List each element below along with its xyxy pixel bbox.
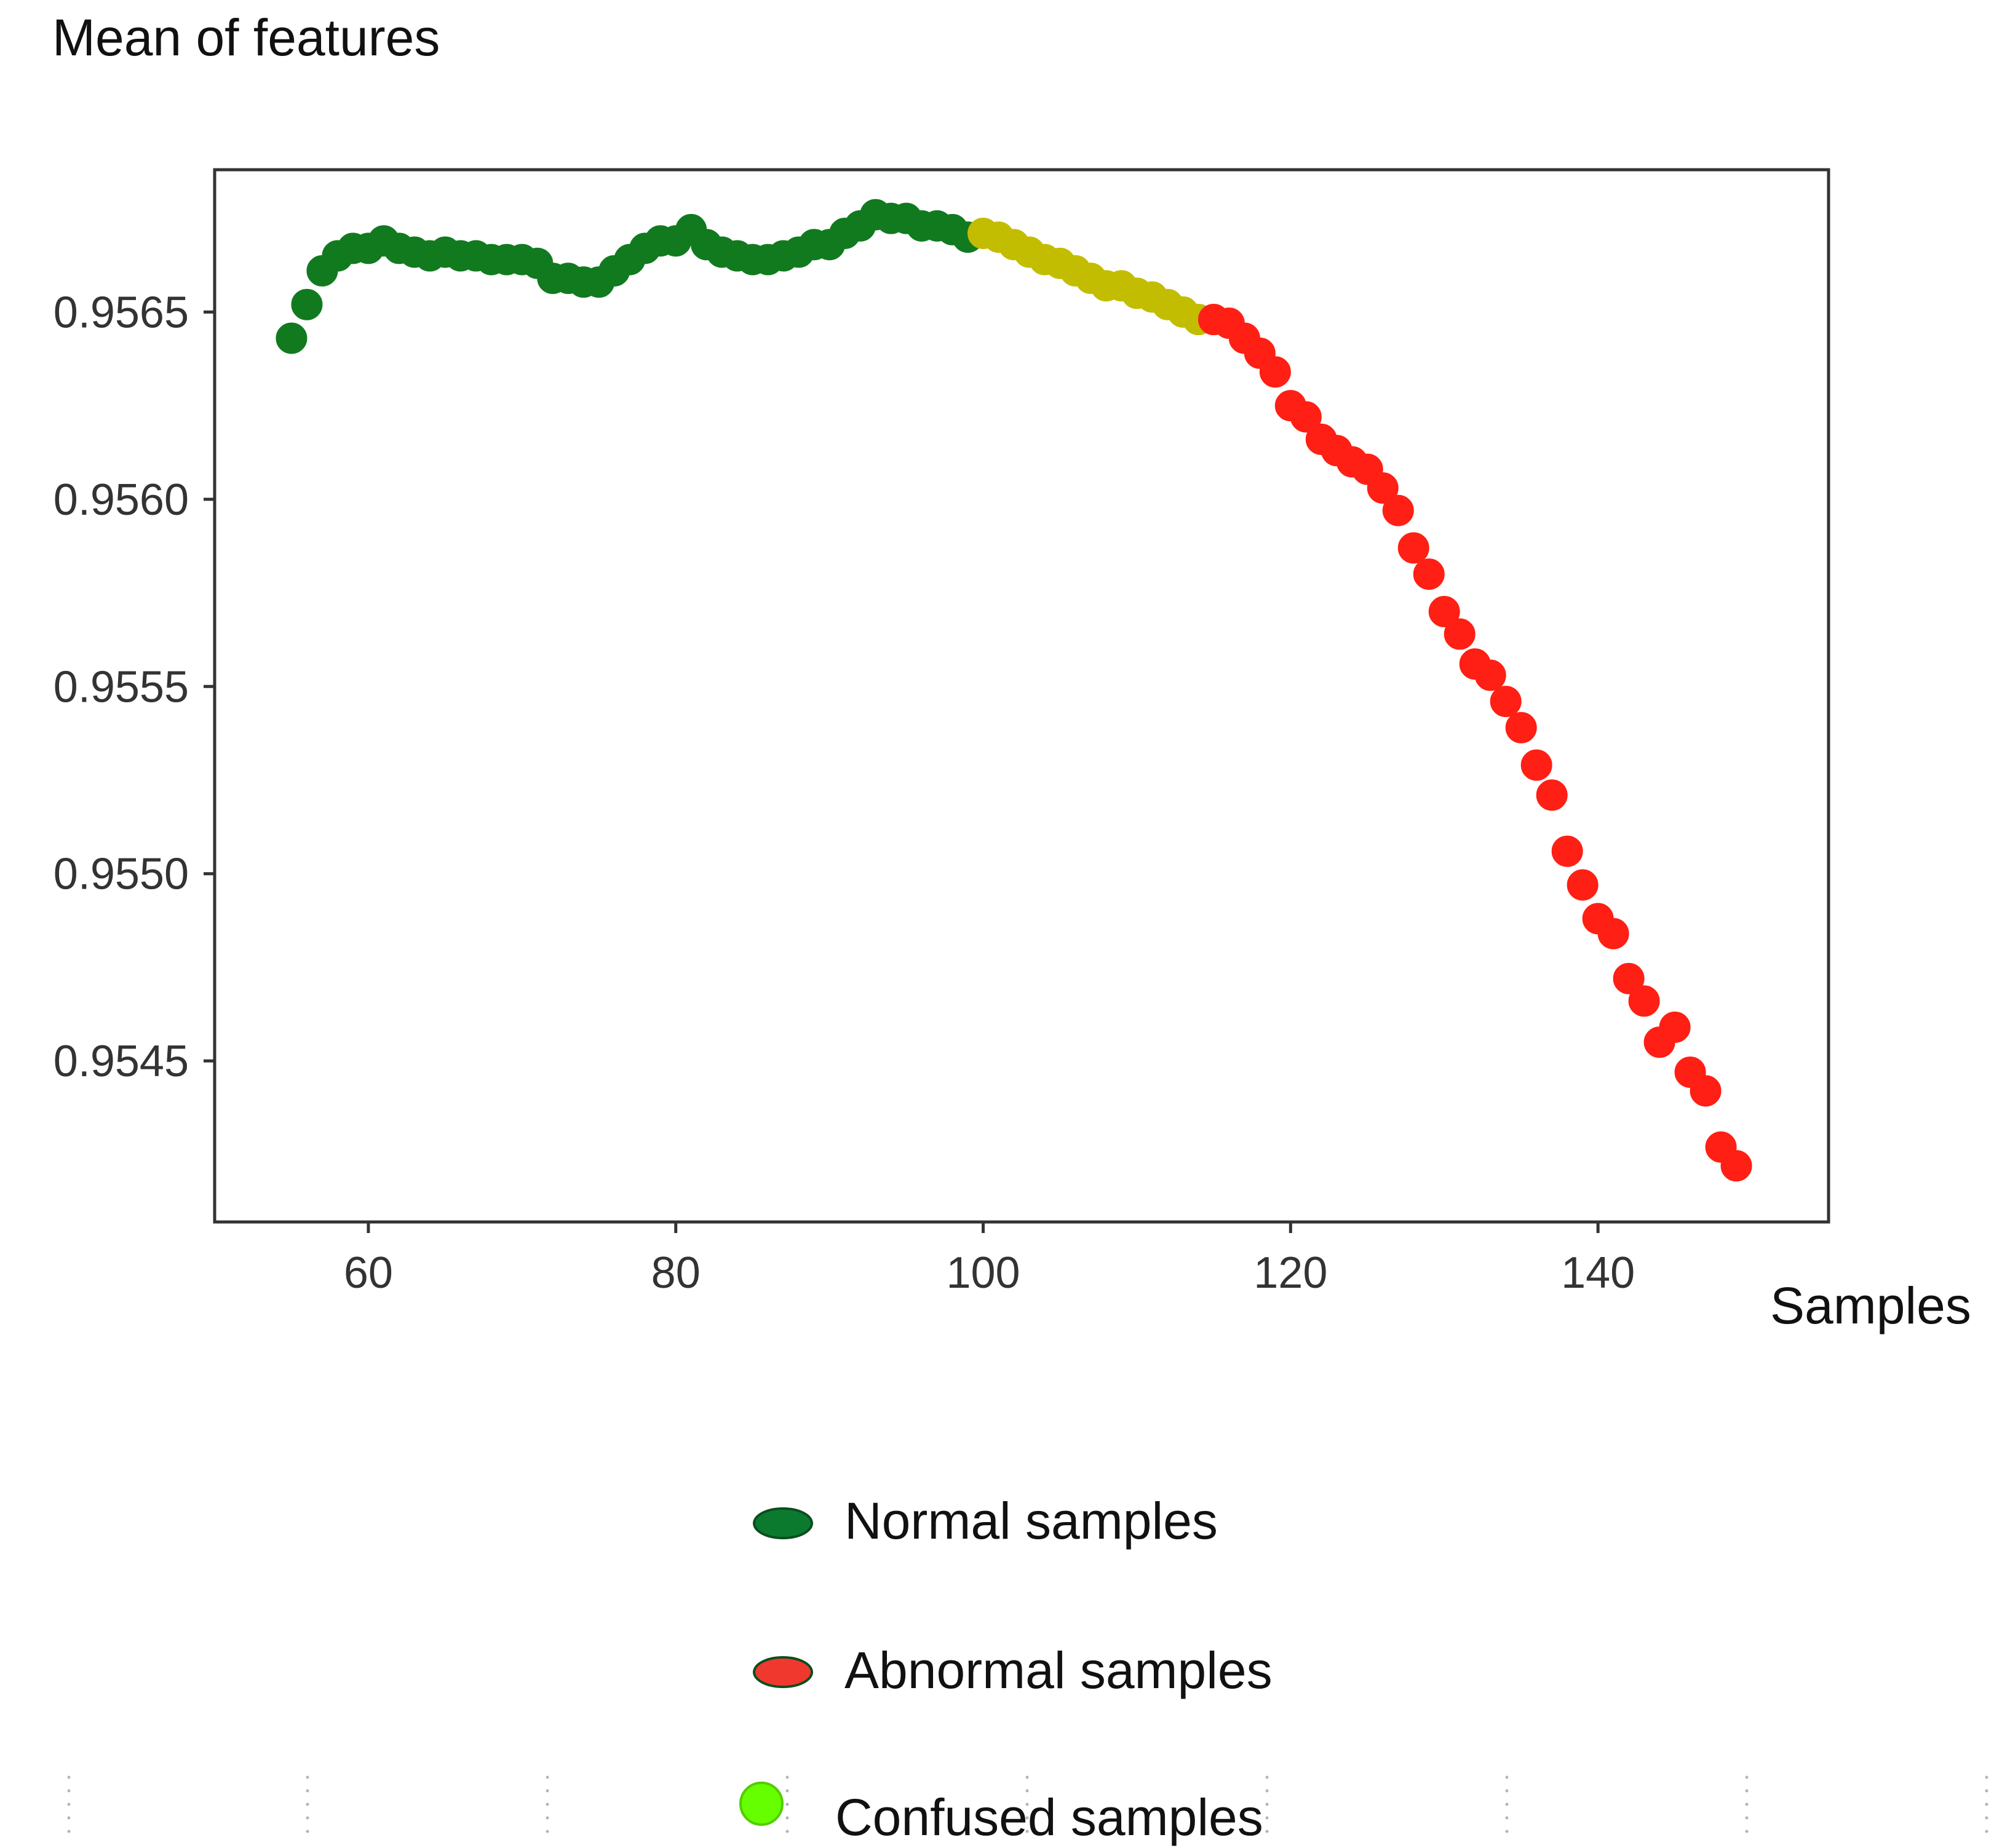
- separator-dot: [546, 1802, 549, 1806]
- separator-dot: [1745, 1816, 1749, 1820]
- separator-dot: [546, 1830, 549, 1833]
- separator-dot: [1025, 1802, 1029, 1806]
- separator-dot: [67, 1775, 71, 1779]
- separator-dot: [306, 1802, 309, 1806]
- separator-dot: [1745, 1789, 1749, 1793]
- data-point: [1290, 401, 1322, 433]
- legend-marker-normal: [753, 1507, 813, 1539]
- data-point: [276, 322, 308, 354]
- separator-dot: [1505, 1816, 1509, 1820]
- separator-dot: [1505, 1802, 1509, 1806]
- separator-dot: [546, 1775, 549, 1779]
- separator-dot: [1265, 1802, 1269, 1806]
- separator-dot: [1985, 1789, 1988, 1793]
- separator-dot: [1745, 1775, 1749, 1779]
- separator-dot: [785, 1802, 789, 1806]
- separator-dot: [1265, 1789, 1269, 1793]
- y-tick-label: 0.9565: [54, 288, 189, 337]
- data-point: [291, 288, 323, 320]
- dotted-separator: [67, 1775, 1988, 1833]
- separator-dot: [306, 1830, 309, 1833]
- separator-dot: [1505, 1789, 1509, 1793]
- separator-dot: [67, 1802, 71, 1806]
- separator-dot: [306, 1816, 309, 1820]
- separator-dot: [785, 1830, 789, 1833]
- separator-dot: [1745, 1802, 1749, 1806]
- data-point: [1597, 918, 1629, 950]
- separator-dot: [1985, 1830, 1988, 1833]
- data-point: [1536, 779, 1568, 811]
- separator-dot: [785, 1775, 789, 1779]
- data-point: [1659, 1011, 1691, 1043]
- separator-dot: [546, 1816, 549, 1820]
- data-point: [1367, 472, 1399, 504]
- y-axis: 0.9545 0.9550 0.9555 0.9560 0.9565: [54, 288, 215, 1086]
- separator-dot: [1025, 1775, 1029, 1779]
- x-axis: 60 80 100 120 140: [344, 1222, 1635, 1298]
- data-point: [1567, 869, 1599, 901]
- separator-dot: [67, 1816, 71, 1820]
- separator-dot: [1025, 1789, 1029, 1793]
- data-point: [1428, 595, 1460, 627]
- data-point: [1613, 962, 1645, 994]
- data-point: [1397, 532, 1429, 564]
- y-tick-label: 0.9550: [54, 850, 189, 899]
- separator-dot: [306, 1789, 309, 1793]
- separator-dot: [785, 1789, 789, 1793]
- x-tick-label: 80: [651, 1248, 701, 1298]
- separator-dot: [306, 1775, 309, 1779]
- data-point: [1413, 558, 1445, 590]
- separator-dot: [1985, 1802, 1988, 1806]
- data-point: [1444, 618, 1476, 650]
- separator-dot: [1265, 1775, 1269, 1779]
- separator-dot: [1745, 1830, 1749, 1833]
- separator-dot: [1505, 1775, 1509, 1779]
- data-point: [1690, 1075, 1722, 1107]
- x-tick-label: 60: [344, 1248, 393, 1298]
- legend-marker-abnormal: [753, 1656, 813, 1688]
- x-axis-title: Samples: [1770, 1277, 1971, 1334]
- separator-dot: [67, 1830, 71, 1833]
- separator-dot: [1265, 1816, 1269, 1820]
- separator-dot: [1265, 1830, 1269, 1833]
- x-tick-label: 120: [1253, 1248, 1327, 1298]
- separator-dot: [1025, 1816, 1029, 1820]
- data-point: [1628, 985, 1660, 1017]
- y-axis-title: Mean of features: [52, 9, 440, 66]
- data-point: [1382, 494, 1414, 526]
- separator-dot: [1505, 1830, 1509, 1833]
- separator-dot: [67, 1789, 71, 1793]
- x-tick-label: 100: [946, 1248, 1020, 1298]
- y-tick-label: 0.9545: [54, 1037, 189, 1086]
- data-point: [1551, 835, 1583, 867]
- legend-marker-confused: [739, 1782, 784, 1826]
- legend: Normal samples Abnormal samples Confused s…: [739, 1492, 1273, 1846]
- y-tick-label: 0.9560: [54, 475, 189, 525]
- data-points: [276, 199, 1752, 1182]
- data-point: [1490, 686, 1522, 718]
- plot-area-frame: [213, 168, 1830, 1224]
- legend-label-confused: Confused samples: [835, 1788, 1263, 1846]
- data-point: [1474, 659, 1506, 691]
- separator-dot: [1985, 1775, 1988, 1779]
- data-point: [1520, 749, 1552, 781]
- separator-dot: [785, 1816, 789, 1820]
- separator-dot: [1025, 1830, 1029, 1833]
- x-tick-label: 140: [1561, 1248, 1635, 1298]
- data-point: [1720, 1150, 1752, 1182]
- data-point: [1259, 356, 1291, 388]
- legend-label-abnormal: Abnormal samples: [844, 1641, 1273, 1699]
- y-tick-label: 0.9555: [54, 662, 189, 712]
- separator-dot: [546, 1789, 549, 1793]
- legend-label-normal: Normal samples: [844, 1492, 1218, 1550]
- data-point: [1505, 712, 1537, 744]
- separator-dot: [1985, 1816, 1988, 1820]
